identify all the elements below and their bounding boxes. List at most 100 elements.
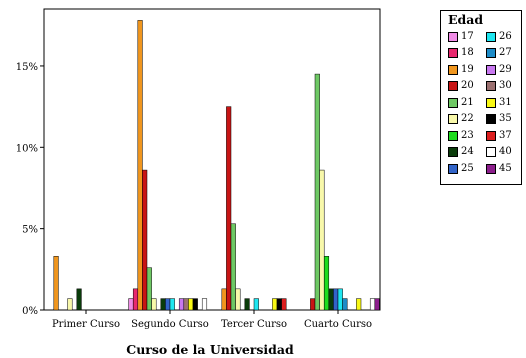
- x-tick-label: Cuarto Curso: [304, 319, 372, 330]
- legend-item-40: 40: [486, 146, 512, 159]
- legend-label: 22: [461, 113, 474, 124]
- legend-swatch: [486, 48, 496, 58]
- bars: [53, 20, 380, 311]
- bar-segundo-curso-31: [188, 298, 194, 311]
- legend-item-27: 27: [486, 47, 512, 60]
- x-axis-title: Curso de la Universidad: [126, 342, 294, 357]
- plot-area: [43, 8, 381, 311]
- bar-segundo-curso-21: [146, 267, 152, 311]
- legend-swatch: [486, 114, 496, 124]
- legend-label: 20: [461, 80, 474, 91]
- legend-swatch: [448, 64, 458, 75]
- bar-tercer-curso-26: [253, 298, 259, 311]
- bar-primer-curso-19: [53, 256, 59, 311]
- legend-swatch: [448, 31, 458, 42]
- bar-segundo-curso-40: [201, 298, 208, 311]
- legend-item-20: 20: [448, 80, 474, 93]
- bar-segundo-curso-26: [169, 298, 175, 311]
- bar-cuarto-curso-45: [374, 298, 380, 311]
- bar-tercer-curso-37: [281, 298, 287, 311]
- legend-item-23: 23: [448, 129, 474, 142]
- bar-primer-curso-22: [67, 298, 73, 311]
- legend-label: 31: [499, 96, 512, 108]
- bar-tercer-curso-35: [276, 298, 282, 311]
- bar-segundo-curso-29: [178, 298, 185, 311]
- legend-label: 27: [499, 47, 512, 58]
- bar-tercer-curso-20: [226, 106, 232, 311]
- legend-label: 26: [499, 30, 512, 42]
- bar-segundo-curso-24: [160, 298, 166, 311]
- legend-item-35: 35: [486, 113, 512, 126]
- legend-item-26: 26: [486, 30, 512, 43]
- legend-swatch: [486, 81, 496, 91]
- x-axis: Primer Curso Segundo Curso Tercer Curso Cua…: [52, 310, 372, 330]
- bar-cuarto-curso-27: [342, 298, 348, 311]
- bar-cuarto-curso-20: [310, 298, 316, 311]
- bar-segundo-curso-17: [128, 298, 134, 311]
- legend-swatch: [486, 64, 496, 75]
- y-tick-label: 5%: [22, 225, 38, 236]
- legend-item-31: 31: [486, 96, 512, 109]
- legend-label: 18: [461, 47, 474, 58]
- y-axis: 0% 5% 10% 15%: [16, 62, 44, 317]
- bar-tercer-curso-19: [221, 288, 227, 311]
- legend-label: 35: [499, 113, 512, 124]
- legend-item-25: 25: [448, 162, 474, 175]
- bar-segundo-curso-35: [192, 298, 198, 311]
- legend-item-17: 17: [448, 30, 474, 43]
- bar-tercer-curso-31: [272, 298, 278, 311]
- legend-swatch: [448, 147, 458, 157]
- legend-swatch: [486, 97, 496, 108]
- legend-item-21: 21: [448, 96, 474, 109]
- legend-label: 24: [461, 146, 474, 157]
- legend-label: 29: [499, 63, 512, 75]
- legend-label: 21: [461, 96, 474, 108]
- bar-tercer-curso-24: [244, 298, 250, 311]
- bar-cuarto-curso-31: [356, 298, 362, 311]
- bar-cuarto-curso-23: [323, 256, 330, 311]
- legend-label: 23: [461, 129, 474, 141]
- legend-swatch: [448, 48, 458, 58]
- legend-swatch: [486, 147, 496, 157]
- legend-label: 40: [499, 146, 512, 157]
- bar-tercer-curso-22: [235, 288, 241, 311]
- legend-label: 17: [461, 30, 474, 42]
- bar-cuarto-curso-26: [337, 288, 343, 311]
- bar-segundo-curso-30: [183, 298, 189, 311]
- bar-segundo-curso-22: [151, 298, 157, 311]
- legend-label: 45: [499, 162, 512, 174]
- legend-label: 19: [461, 63, 474, 75]
- legend-item-19: 19: [448, 63, 474, 76]
- y-tick-label: 0%: [22, 306, 38, 317]
- legend-swatch: [486, 163, 496, 174]
- legend-swatch: [486, 31, 496, 42]
- legend-swatch: [448, 81, 458, 91]
- bar-segundo-curso-19: [137, 20, 143, 311]
- x-tick-label: Primer Curso: [52, 319, 120, 330]
- legend-item-22: 22: [448, 113, 474, 126]
- y-tick-label: 10%: [16, 143, 38, 154]
- legend-label: 30: [499, 80, 512, 91]
- bar-tercer-curso-21: [230, 223, 236, 311]
- legend-swatch: [448, 114, 458, 124]
- legend: Edad 17 18 19 20 21 22 23 24 25 26 27 29 30 31 35 37 40 4…: [440, 10, 522, 185]
- legend-item-24: 24: [448, 146, 474, 159]
- bar-segundo-curso-20: [142, 169, 148, 311]
- legend-item-18: 18: [448, 47, 474, 60]
- x-tick-label: Tercer Curso: [221, 319, 287, 330]
- legend-swatch: [448, 130, 458, 141]
- bar-segundo-curso-25: [165, 298, 171, 311]
- bar-cuarto-curso-25: [333, 288, 339, 311]
- bar-cuarto-curso-24: [328, 288, 334, 311]
- legend-item-30: 30: [486, 80, 512, 93]
- bar-segundo-curso-18: [132, 288, 139, 311]
- bar-cuarto-curso-22: [319, 169, 325, 311]
- bar-cuarto-curso-21: [314, 73, 320, 311]
- bar-primer-curso-24: [76, 288, 82, 311]
- legend-item-29: 29: [486, 63, 512, 76]
- legend-label: 37: [499, 129, 512, 141]
- y-tick-label: 15%: [16, 62, 38, 73]
- legend-item-45: 45: [486, 162, 512, 175]
- legend-item-37: 37: [486, 129, 512, 142]
- legend-title: Edad: [448, 12, 484, 27]
